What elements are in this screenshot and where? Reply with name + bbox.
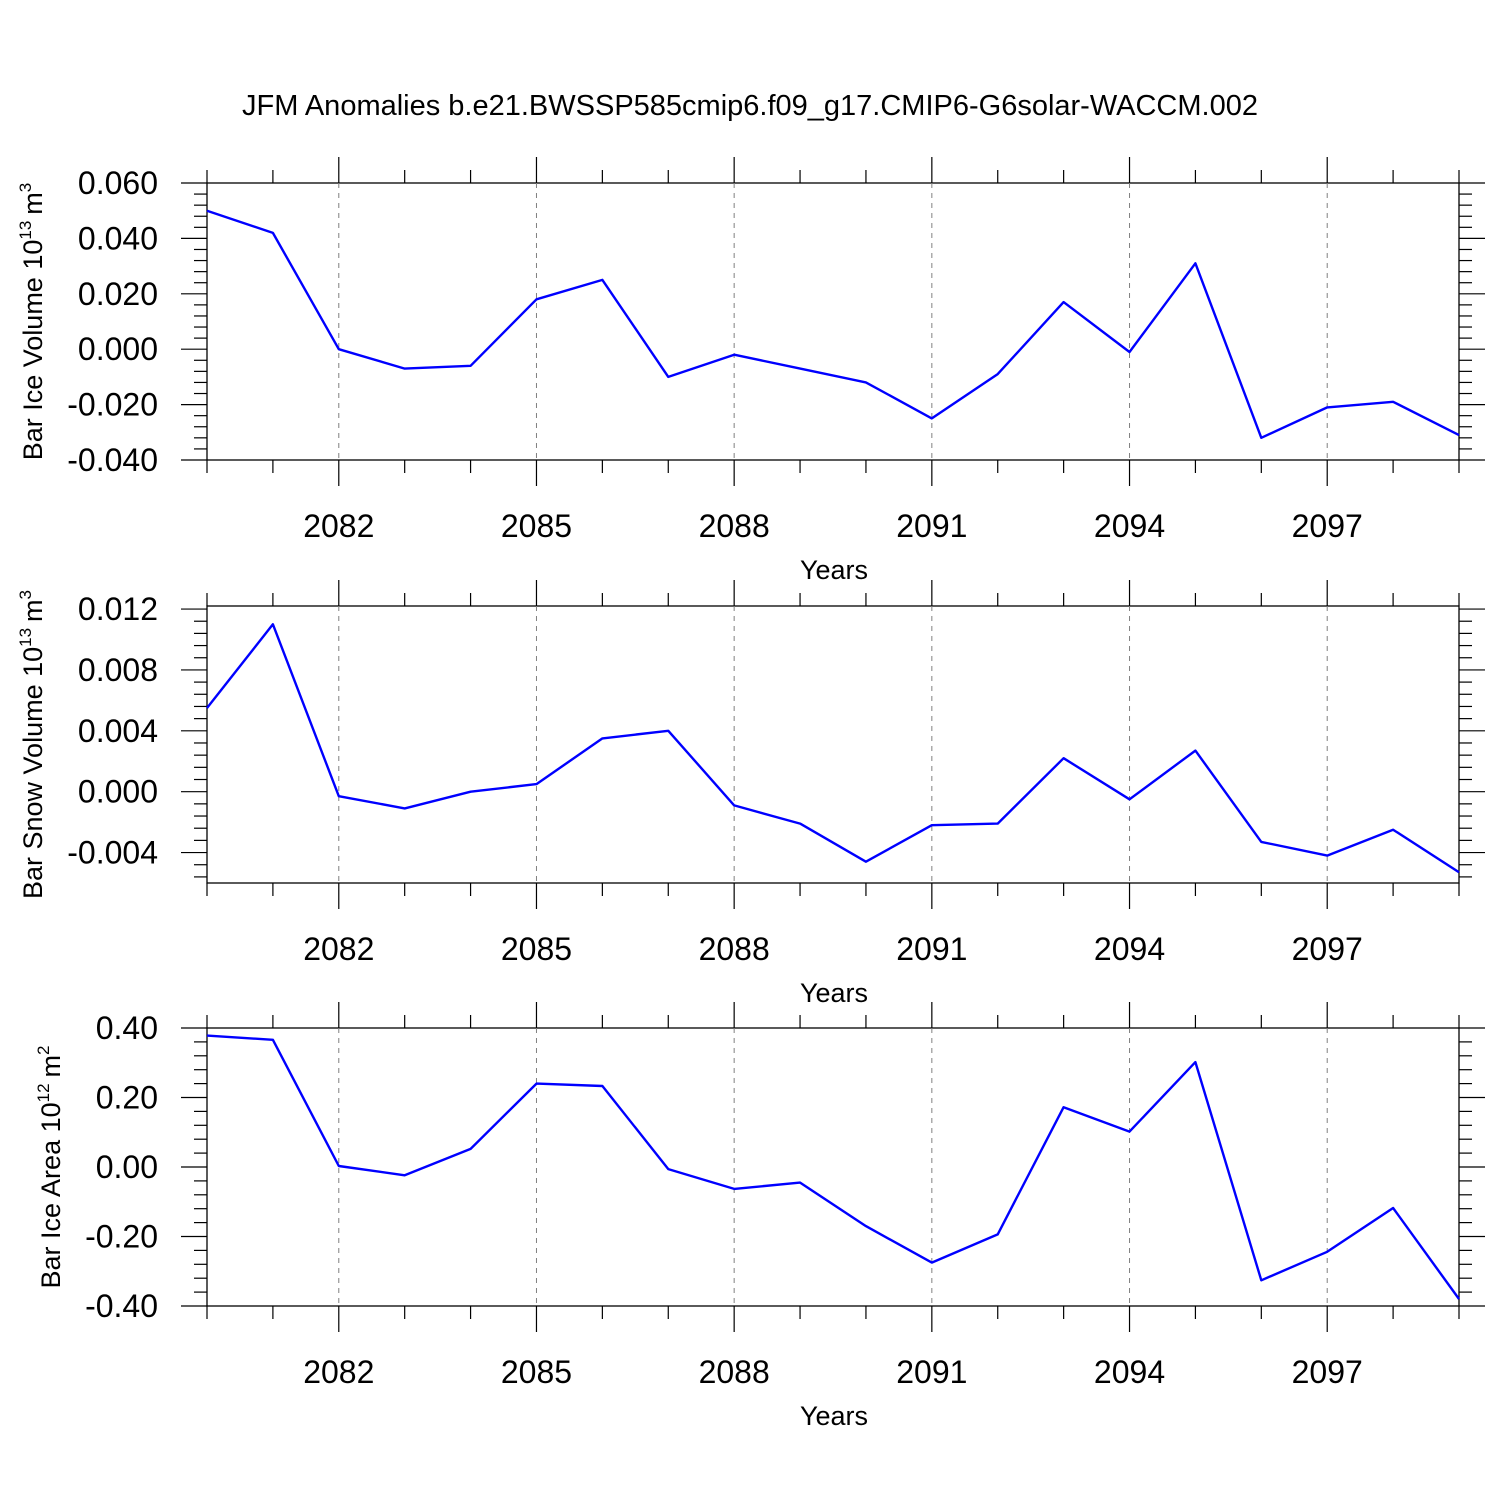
y-tick-label: 0.00	[96, 1149, 158, 1185]
y-axis-label-unit-exp: 3	[16, 183, 35, 192]
series-line	[206, 1034, 1460, 1300]
y-tick-label: 0.040	[78, 220, 158, 256]
x-tick-label: 2088	[699, 1354, 770, 1390]
x-tick-label: 2094	[1094, 508, 1165, 544]
y-axis-label-text: Bar Ice Volume 10	[18, 240, 48, 461]
plot-frame	[206, 182, 1460, 461]
x-tick-label: 2082	[303, 931, 374, 967]
y-tick-label: -0.20	[85, 1219, 158, 1255]
page-title: JFM Anomalies b.e21.BWSSP585cmip6.f09_g1…	[242, 90, 1258, 122]
x-tick-label: 2097	[1292, 931, 1363, 967]
x-axis-label: Years	[800, 1401, 868, 1431]
y-tick-label: 0.000	[78, 331, 158, 367]
series-line	[206, 209, 1460, 439]
y-tick-label: 0.008	[78, 652, 158, 688]
x-tick-label: 2085	[501, 931, 572, 967]
y-axis-label-unit-exp: 3	[16, 590, 35, 599]
panel-ice-area: 0.40 0.20 0.00 -0.20 -0.40 2082 2085 2088 2091 20…	[34, 1002, 1485, 1431]
y-axis-label: Bar Snow Volume 1013 m3	[16, 590, 48, 899]
x-tick-label: 2085	[501, 1354, 572, 1390]
y-axis-label-exp: 13	[16, 221, 35, 240]
y-tick-label: 0.004	[78, 713, 158, 749]
y-tick-label: -0.020	[67, 387, 158, 423]
y-tick-label: 0.000	[78, 774, 158, 810]
y-tick-label: 0.20	[96, 1080, 158, 1116]
y-tick-label: 0.060	[78, 165, 158, 201]
y-tick-label: 0.020	[78, 276, 158, 312]
y-axis-label: Bar Ice Volume 1013 m3	[16, 183, 48, 461]
series-line	[206, 623, 1460, 874]
x-tick-label: 2091	[896, 931, 967, 967]
y-tick-label: -0.40	[85, 1288, 158, 1324]
y-tick-label: 0.40	[96, 1010, 158, 1046]
y-axis-label-exp: 13	[16, 628, 35, 647]
plot-frame	[206, 1027, 1460, 1307]
x-axis-label: Years	[800, 978, 868, 1008]
y-axis-label-exp: 12	[34, 1083, 53, 1102]
x-tick-label: 2091	[896, 508, 967, 544]
x-tick-label: 2082	[303, 1354, 374, 1390]
x-tick-label: 2091	[896, 1354, 967, 1390]
y-axis-label-unit: m	[18, 599, 48, 622]
y-tick-label: -0.040	[67, 442, 158, 478]
panel-snow-volume: 0.012 0.008 0.004 0.000 -0.004 2082 2085 2088 20…	[16, 580, 1485, 1008]
y-axis-label: Bar Ice Area 1012 m2	[34, 1045, 66, 1288]
y-axis-label-text: Bar Snow Volume 10	[18, 647, 48, 899]
x-tick-label: 2088	[699, 508, 770, 544]
x-tick-label: 2097	[1292, 508, 1363, 544]
x-tick-label: 2097	[1292, 1354, 1363, 1390]
x-tick-label: 2088	[699, 931, 770, 967]
x-tick-label: 2094	[1094, 1354, 1165, 1390]
plot-frame	[206, 605, 1460, 884]
y-axis-label-unit: m	[36, 1055, 66, 1078]
x-tick-label: 2082	[303, 508, 374, 544]
y-tick-label: 0.012	[78, 591, 158, 627]
x-tick-label: 2085	[501, 508, 572, 544]
y-axis-label-unit: m	[18, 192, 48, 215]
x-tick-label: 2094	[1094, 931, 1165, 967]
y-axis-label-unit-exp: 2	[34, 1045, 53, 1054]
y-tick-label: -0.004	[67, 835, 158, 871]
x-axis-label: Years	[800, 555, 868, 585]
y-axis-label-text: Bar Ice Area 10	[36, 1102, 66, 1288]
panel-ice-volume: 0.060 0.040 0.020 0.000 -0.020 -0.040 2082 2085…	[16, 157, 1485, 585]
